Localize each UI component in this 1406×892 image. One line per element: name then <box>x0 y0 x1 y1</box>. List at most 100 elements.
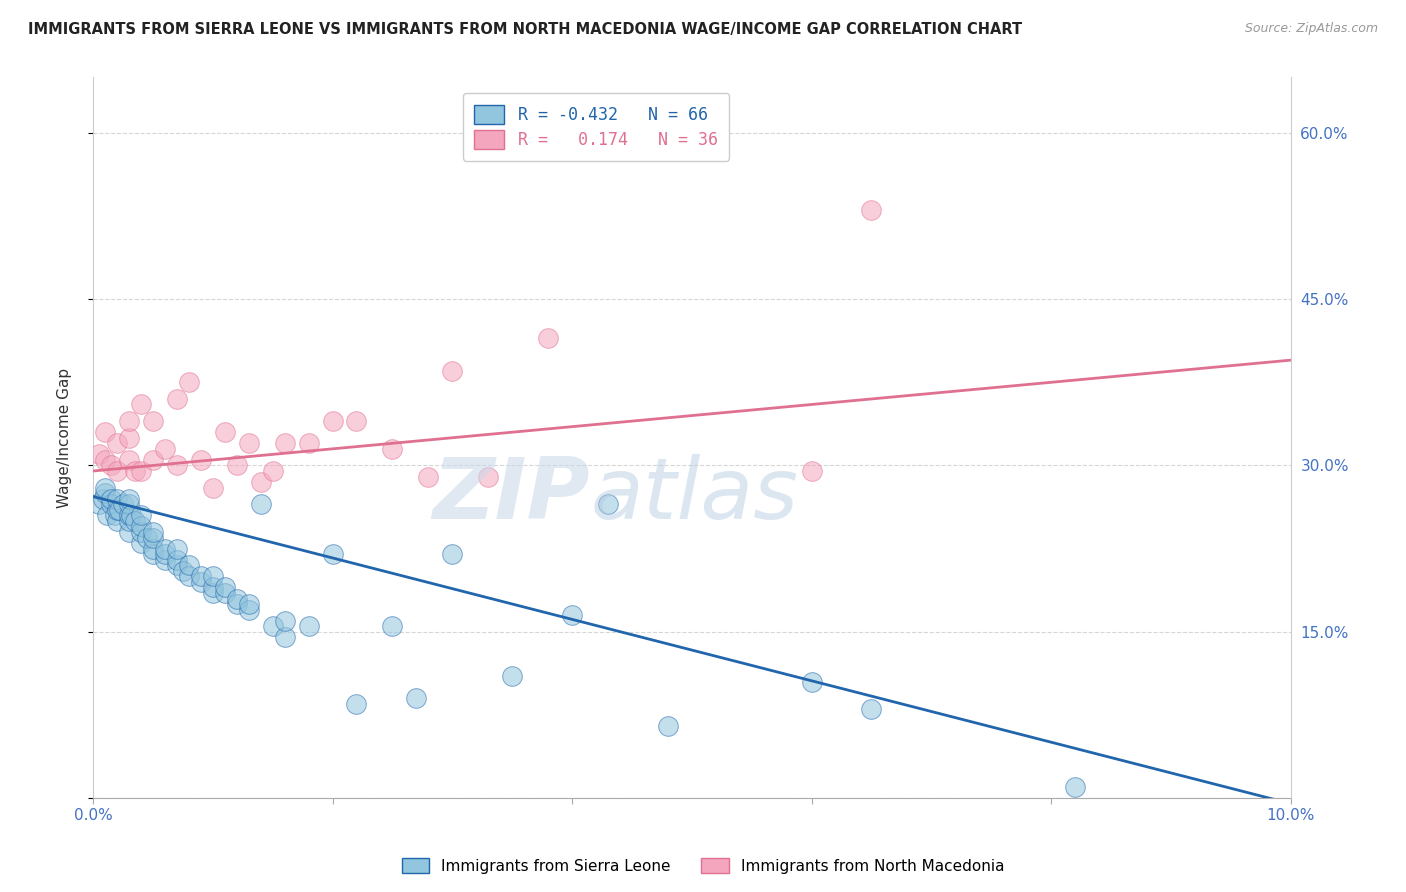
Text: Source: ZipAtlas.com: Source: ZipAtlas.com <box>1244 22 1378 36</box>
Point <box>118 453 141 467</box>
Point <box>273 436 295 450</box>
Point <box>108 503 131 517</box>
Point <box>118 524 141 539</box>
Point <box>596 497 619 511</box>
Text: IMMIGRANTS FROM SIERRA LEONE VS IMMIGRANTS FROM NORTH MACEDONIA WAGE/INCOME GAP : IMMIGRANTS FROM SIERRA LEONE VS IMMIGRAN… <box>28 22 1022 37</box>
Point <box>190 574 212 589</box>
Point <box>118 414 141 428</box>
Point <box>238 436 260 450</box>
Point <box>860 203 883 218</box>
Point <box>249 475 271 489</box>
Point <box>201 586 224 600</box>
Point <box>225 591 247 606</box>
Text: ZIP: ZIP <box>433 454 591 537</box>
Point <box>201 581 224 595</box>
Point <box>91 491 114 506</box>
Point <box>94 486 117 500</box>
Point <box>238 597 260 611</box>
Point <box>153 547 176 561</box>
Text: atlas: atlas <box>591 454 799 537</box>
Point <box>129 519 152 533</box>
Point <box>214 586 236 600</box>
Point <box>346 697 368 711</box>
Point <box>297 619 319 633</box>
Point <box>477 469 499 483</box>
Point <box>105 436 128 450</box>
Point <box>142 531 165 545</box>
Point <box>201 481 224 495</box>
Point <box>124 464 146 478</box>
Point <box>262 619 284 633</box>
Point <box>105 514 128 528</box>
Point <box>381 619 404 633</box>
Point <box>142 524 165 539</box>
Point <box>177 376 200 390</box>
Point <box>118 497 141 511</box>
Point <box>561 608 583 623</box>
Point <box>94 481 117 495</box>
Point <box>322 414 344 428</box>
Point <box>105 491 128 506</box>
Point <box>441 364 464 378</box>
Point <box>238 602 260 616</box>
Y-axis label: Wage/Income Gap: Wage/Income Gap <box>58 368 72 508</box>
Point <box>103 508 125 523</box>
Point <box>129 536 152 550</box>
Point <box>118 491 141 506</box>
Point <box>100 491 122 506</box>
Point <box>249 497 271 511</box>
Point <box>129 524 152 539</box>
Point <box>94 425 117 440</box>
Point <box>111 497 134 511</box>
Point <box>405 691 427 706</box>
Point <box>105 503 128 517</box>
Point <box>118 431 141 445</box>
Point <box>129 508 152 523</box>
Point <box>273 630 295 644</box>
Point <box>214 581 236 595</box>
Point <box>153 552 176 566</box>
Point <box>201 569 224 583</box>
Point <box>381 442 404 456</box>
Point <box>501 669 523 683</box>
Point <box>800 464 823 478</box>
Point <box>441 547 464 561</box>
Point <box>118 514 141 528</box>
Point <box>153 541 176 556</box>
Point <box>118 508 141 523</box>
Point <box>124 514 146 528</box>
Point <box>142 547 165 561</box>
Point <box>142 414 165 428</box>
Point <box>100 458 122 473</box>
Point <box>166 541 188 556</box>
Point <box>166 458 188 473</box>
Point <box>177 569 200 583</box>
Point <box>214 425 236 440</box>
Point <box>129 397 152 411</box>
Point <box>418 469 440 483</box>
Point <box>172 564 194 578</box>
Point <box>297 436 319 450</box>
Point <box>177 558 200 573</box>
Point <box>657 719 679 733</box>
Point <box>96 508 118 523</box>
Point <box>166 392 188 406</box>
Point <box>537 331 560 345</box>
Legend: R = -0.432   N = 66, R =   0.174   N = 36: R = -0.432 N = 66, R = 0.174 N = 36 <box>463 93 730 161</box>
Point <box>190 453 212 467</box>
Point <box>94 453 117 467</box>
Point <box>142 541 165 556</box>
Point <box>346 414 368 428</box>
Point <box>87 447 110 461</box>
Point <box>142 453 165 467</box>
Point <box>120 508 142 523</box>
Point <box>225 458 247 473</box>
Point <box>166 558 188 573</box>
Point <box>135 531 157 545</box>
Point <box>129 464 152 478</box>
Point <box>800 674 823 689</box>
Point <box>153 442 176 456</box>
Point <box>262 464 284 478</box>
Point <box>166 552 188 566</box>
Point <box>87 497 110 511</box>
